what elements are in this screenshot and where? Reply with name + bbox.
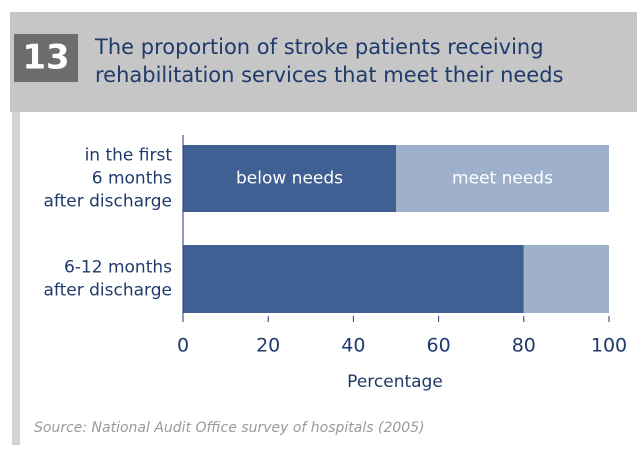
y-tick-label: 6-12 months [64, 258, 172, 278]
x-tick-label: 100 [591, 335, 627, 357]
legend-label: meet needs [452, 169, 553, 189]
chart-title: The proportion of stroke patients receiv… [94, 35, 544, 59]
figure-number: 13 [22, 38, 69, 78]
figure-number-box [14, 34, 78, 82]
x-tick-label: 80 [512, 335, 536, 357]
legend-label: below needs [236, 169, 343, 189]
bar-segment [183, 145, 396, 212]
chart-title: rehabilitation services that meet their … [95, 63, 564, 87]
y-tick-label: in the first [85, 146, 173, 166]
y-tick-label: after discharge [44, 281, 172, 301]
bar-segment [396, 145, 609, 212]
source-note: Source: National Audit Office survey of … [34, 420, 425, 436]
side-strip [12, 112, 20, 445]
x-axis-label: Percentage [347, 372, 443, 392]
x-tick-label: 20 [256, 335, 280, 357]
bar-segment [183, 245, 524, 313]
header-band [10, 12, 637, 112]
x-tick-label: 60 [427, 335, 451, 357]
y-tick-label: 6 months [92, 169, 172, 189]
x-tick-label: 40 [341, 335, 365, 357]
bar-segment [523, 245, 609, 313]
y-tick-label: after discharge [44, 192, 172, 212]
x-tick-label: 0 [177, 335, 189, 357]
